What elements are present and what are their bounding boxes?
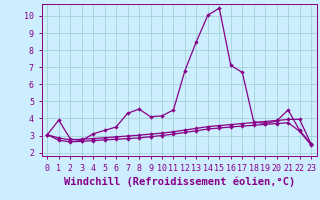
X-axis label: Windchill (Refroidissement éolien,°C): Windchill (Refroidissement éolien,°C): [64, 177, 295, 187]
